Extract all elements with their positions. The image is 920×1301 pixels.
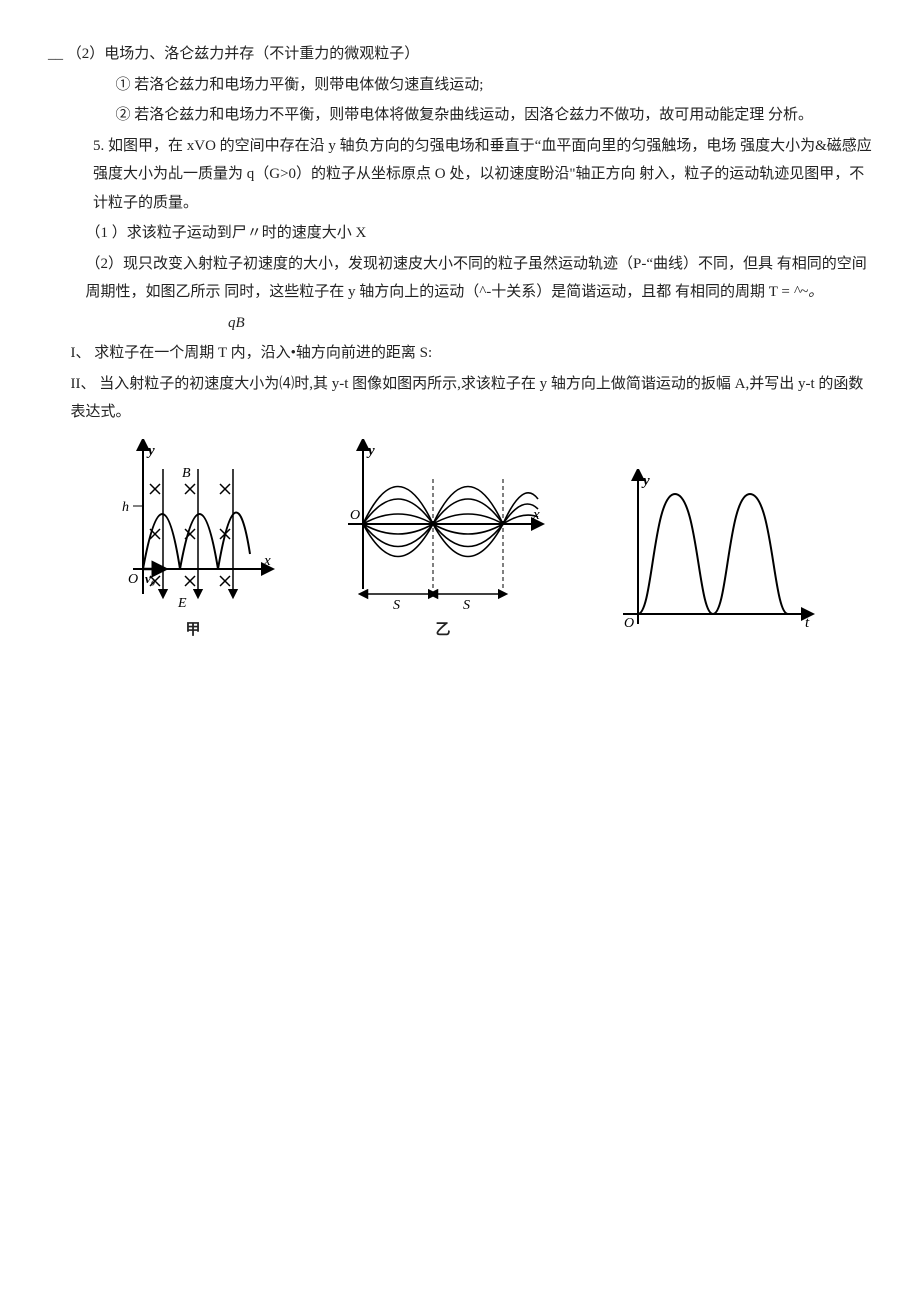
svg-text:y: y <box>146 443 155 459</box>
svg-text:S: S <box>393 598 400 613</box>
svg-text:v₀: v₀ <box>145 571 155 586</box>
figure-yi: y x O S S 乙 <box>338 439 548 645</box>
svg-text:y: y <box>366 443 375 459</box>
text-l4: 5. 如图甲，在 xVO 的空间中存在沿 y 轴负方向的匀强电场和垂直于“血平面… <box>48 132 872 218</box>
svg-text:O: O <box>350 508 360 523</box>
line-2-title: __ （2）电场力、洛仑兹力并存（不计重力的微观粒子） <box>48 40 872 69</box>
text-l7: I、 求粒子在一个周期 T 内，沿入•轴方向前进的距离 S: <box>48 339 872 368</box>
figure-jia-caption: 甲 <box>185 616 200 645</box>
figure-jia-svg: y x O v₀ h B E <box>108 439 278 614</box>
figure-yi-svg: y x O S S <box>338 439 548 614</box>
svg-text:B: B <box>182 466 191 481</box>
text-l3: ② 若洛仑兹力和电场力不平衡，则带电体将做复杂曲线运动，因洛仑兹力不做功，故可用… <box>48 101 872 130</box>
figure-bing: y t O <box>608 469 818 644</box>
figure-bing-svg: y t O <box>608 469 818 644</box>
text-l5: （1 ）求该粒子运动到尸〃时的速度大小 X <box>48 219 872 248</box>
text-l2: ① 若洛仑兹力和电场力平衡，则带电体做匀速直线运动; <box>48 71 872 100</box>
svg-text:O: O <box>624 616 634 631</box>
text-l6-denom: qB <box>48 309 872 338</box>
svg-text:t: t <box>805 615 810 631</box>
svg-text:x: x <box>263 553 271 569</box>
text-l1: （2）电场力、洛仑兹力并存（不计重力的微观粒子） <box>67 46 420 62</box>
svg-text:E: E <box>177 596 187 611</box>
figures-row: y x O v₀ h B E 甲 <box>48 439 872 645</box>
figure-jia: y x O v₀ h B E 甲 <box>108 439 278 645</box>
svg-text:y: y <box>641 473 650 489</box>
svg-text:S: S <box>463 598 470 613</box>
svg-text:h: h <box>122 500 129 515</box>
svg-text:O: O <box>128 572 138 587</box>
figure-yi-caption: 乙 <box>435 616 450 645</box>
text-l6: （2）现只改变入射粒子初速度的大小，发现初速皮大小不同的粒子虽然运动轨迹（P-“… <box>48 250 872 307</box>
svg-text:x: x <box>532 507 540 523</box>
text-l8: II、 当入射粒子的初速度大小为⑷时,其 y-t 图像如图丙所示,求该粒子在 y… <box>48 370 872 427</box>
